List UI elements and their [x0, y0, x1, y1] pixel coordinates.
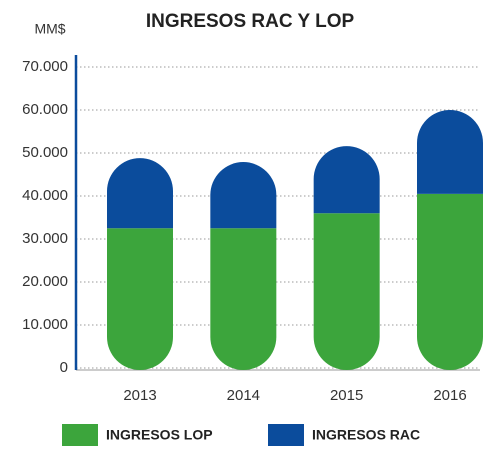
bar-segment [417, 110, 483, 194]
x-tick-label: 2014 [227, 387, 260, 404]
chart-title: INGRESOS RAC Y LOP [146, 11, 355, 32]
legend-text: INGRESOS RAC [312, 427, 420, 443]
bar-segment [210, 162, 277, 229]
bar-segment [417, 193, 483, 370]
y-axis-label: MM$ [34, 21, 65, 37]
bar-segment [313, 213, 380, 371]
y-tick-label: 0 [60, 359, 68, 376]
legend-swatch [62, 424, 98, 446]
bar-segment [313, 146, 380, 214]
y-tick-label: 30.000 [22, 230, 68, 247]
y-tick-label: 60.000 [22, 101, 68, 118]
bar-segment [107, 228, 173, 370]
legend-text: INGRESOS LOP [106, 427, 213, 443]
x-tick-label: 2015 [330, 387, 363, 404]
y-tick-label: 20.000 [22, 273, 68, 290]
y-tick-label: 40.000 [22, 187, 68, 204]
x-tick-label: 2013 [123, 387, 156, 404]
bar-segment [210, 228, 277, 370]
legend-swatch [268, 424, 304, 446]
bar-segment [107, 158, 173, 229]
y-tick-label: 70.000 [22, 58, 68, 75]
y-tick-label: 50.000 [22, 144, 68, 161]
y-tick-label: 10.000 [22, 316, 68, 333]
x-tick-label: 2016 [433, 387, 466, 404]
